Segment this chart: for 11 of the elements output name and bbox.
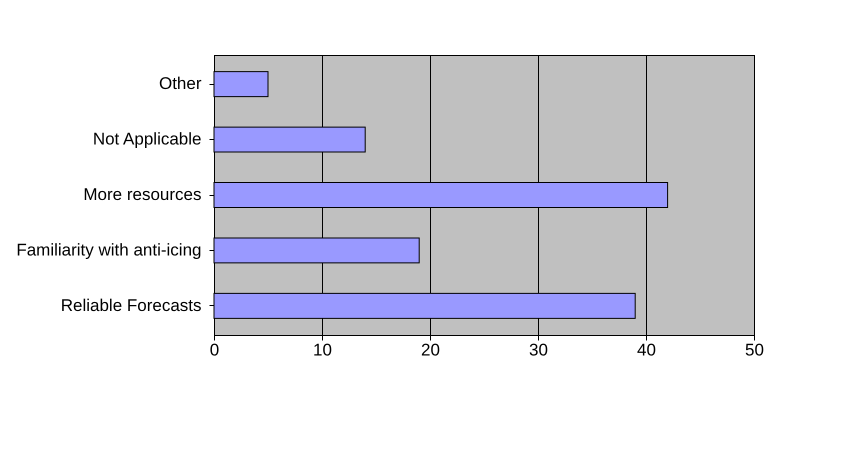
x-tick-label: 30 xyxy=(529,340,548,360)
y-tick-label: Not Applicable xyxy=(92,130,202,149)
y-tick-label: Reliable Forecasts xyxy=(60,296,202,315)
x-tick-label: 40 xyxy=(637,340,656,360)
x-tick-label: 0 xyxy=(210,340,220,360)
x-tick-label: 10 xyxy=(313,340,332,360)
y-tick-label: Familiarity with anti-icing xyxy=(16,240,202,260)
x-tick-label: 20 xyxy=(421,340,440,360)
y-tick-label: More resources xyxy=(83,185,202,204)
x-tick-label: 50 xyxy=(745,340,764,360)
y-tick-label: Other xyxy=(158,74,202,94)
